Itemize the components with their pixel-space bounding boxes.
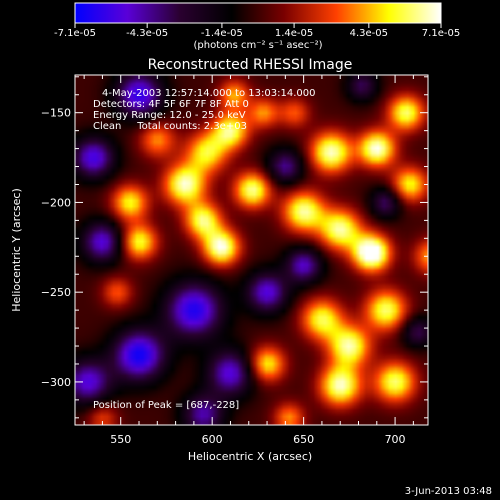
x-tick-label: 700 [385,433,406,446]
x-tick-label: 650 [293,433,314,446]
heatmap-image [75,75,428,425]
plot-frame [74,74,429,426]
annotation-block: 4-May-2003 12:57:14.000 to 13:03:14.000 … [93,88,315,411]
peak-position-annotation: Position of Peak = [687,-228] [93,400,239,411]
detectors-annotation: Detectors: 4F 5F 6F 7F 8F Att 0 [93,99,249,110]
x-axis-label: Heliocentric X (arcsec) [188,450,312,463]
x-tick-label: 600 [202,433,223,446]
colorbar-tick-label: 1.4e-05 [275,28,313,39]
colorbar-tick-label: -1.4e-05 [201,28,243,39]
colorbar-tick-labels: -7.1e-05 -4.3e-05 -1.4e-05 1.4e-05 4.3e-05 7.… [54,28,460,39]
y-tick-label: −300 [41,376,71,389]
date-stamp: 3-Jun-2013 03:48 [405,486,492,497]
colorbar [74,2,442,24]
y-axis: −150 −200 −250 −300 [41,76,428,419]
colorbar-tick-label: 7.1e-05 [422,28,460,39]
heatmap-image-frame [75,75,428,425]
y-tick-label: −250 [41,286,71,299]
y-axis-label: Heliocentric Y (arcsec) [10,188,23,312]
colorbar-tick-label: 4.3e-05 [350,28,388,39]
time-range-annotation: 4-May-2003 12:57:14.000 to 13:03:14.000 [102,88,315,99]
colorbar-tick-label: -7.1e-05 [54,28,96,39]
x-tick-label: 550 [110,433,131,446]
energy-range-annotation: Energy Range: 12.0 - 25.0 keV [93,110,246,121]
colorbar-tick-label: -4.3e-05 [126,28,168,39]
total-counts-annotation: Clean Total counts: 2.3e+03 [93,121,247,132]
y-tick-label: −200 [41,196,71,209]
colorbar-unit: (photons cm⁻² s⁻¹ asec⁻²) [193,40,322,51]
chart-title: Reconstructed RHESSI Image [148,57,353,73]
x-axis: 550 600 650 700 [83,75,414,446]
y-tick-label: −150 [41,107,71,120]
colorbar-ticks [74,23,442,28]
